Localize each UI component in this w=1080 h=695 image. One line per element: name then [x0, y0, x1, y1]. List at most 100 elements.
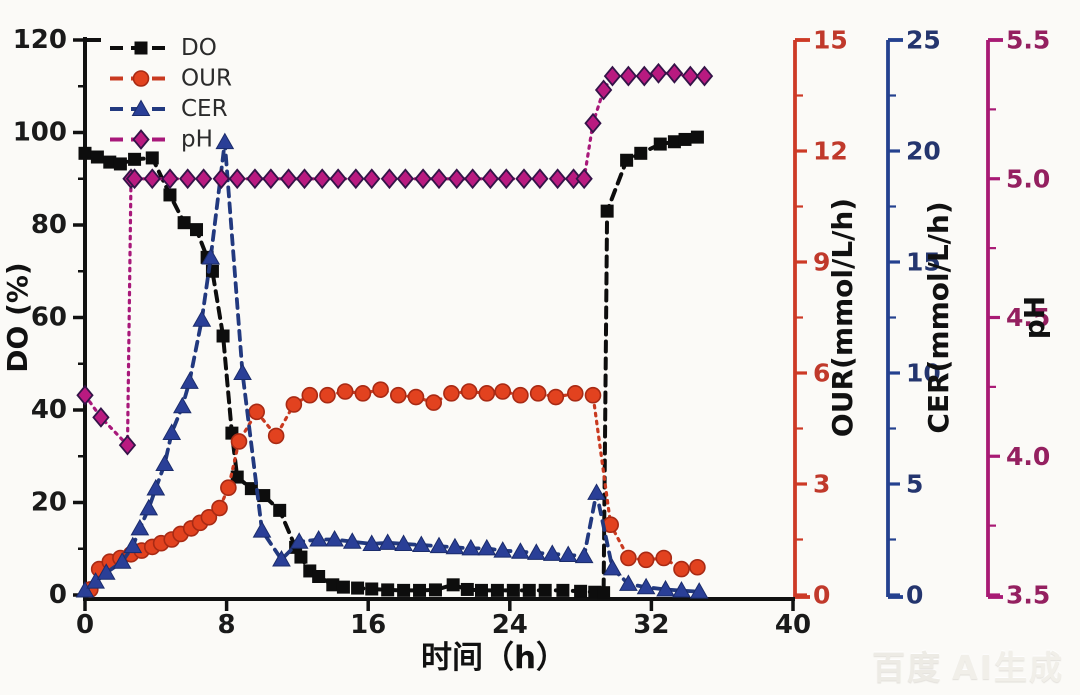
tick-label: 9	[813, 248, 830, 277]
triangle-marker	[96, 563, 116, 580]
circle-marker	[547, 388, 565, 406]
circle-marker	[494, 383, 512, 400]
triangle-marker	[139, 498, 159, 516]
tick-label: 15	[813, 26, 848, 55]
circle-marker	[529, 385, 547, 402]
diamond-marker	[295, 168, 314, 190]
diamond-marker	[649, 62, 668, 84]
y-axis-our: 0 3 6 9 12 15 OUR(mmol/L/h)	[793, 26, 859, 610]
triangle-marker	[378, 533, 398, 550]
diamond-marker	[262, 168, 280, 190]
y-axis-our-title: OUR(mmol/L/h)	[826, 198, 859, 437]
triangle-marker	[493, 541, 513, 558]
diamond-marker	[695, 65, 714, 87]
triangle-marker	[325, 529, 344, 547]
square-marker	[634, 146, 648, 160]
triangle-marker	[394, 534, 413, 551]
square-marker	[230, 470, 244, 484]
circle-marker	[512, 386, 529, 404]
circle-marker	[230, 433, 248, 450]
diamond-marker	[497, 168, 515, 190]
circle-marker	[336, 383, 354, 400]
square-marker	[490, 583, 504, 597]
square-marker	[556, 583, 570, 597]
circle-marker	[285, 396, 303, 413]
circle-marker	[354, 385, 372, 402]
triangle-marker	[477, 538, 497, 556]
tick-label: 0	[813, 581, 830, 610]
diamond-marker	[212, 168, 230, 190]
y-axis-do-tick-label: 60	[31, 303, 67, 333]
series-our	[82, 381, 706, 598]
square-marker	[678, 132, 692, 146]
diamond-marker	[161, 168, 179, 190]
square-marker	[538, 583, 552, 597]
tick-label: 3.5	[1006, 581, 1050, 610]
triangle-marker	[445, 537, 465, 555]
tick-label: 5.5	[1006, 26, 1050, 55]
square-marker	[506, 583, 520, 597]
triangle-marker	[289, 532, 309, 549]
square-marker	[257, 489, 271, 503]
diamond-marker	[92, 406, 110, 428]
triangle-marker	[558, 545, 578, 563]
legend-label: pH	[181, 127, 213, 153]
triangle-marker	[192, 310, 212, 327]
circle-marker	[211, 499, 228, 517]
triangle-marker	[86, 572, 105, 589]
square-marker	[273, 503, 287, 517]
square-marker	[134, 41, 148, 55]
tick-label: 5.0	[1006, 164, 1050, 193]
circle-marker	[267, 427, 285, 445]
y-axis-do-title: DO (%)	[1, 262, 34, 372]
square-marker	[474, 583, 488, 597]
square-marker	[574, 584, 588, 598]
circle-marker	[566, 385, 584, 402]
square-marker	[145, 151, 159, 165]
square-marker	[597, 586, 611, 600]
square-marker	[620, 153, 634, 167]
circle-marker	[407, 388, 425, 406]
square-marker	[163, 188, 177, 202]
triangle-marker	[461, 538, 481, 556]
y-axis-ph-title: pH	[1018, 296, 1051, 339]
legend-label: CER	[181, 96, 228, 122]
triangle-marker	[162, 423, 182, 440]
y-axis-cer-title: CER(mmol/L/h)	[922, 201, 955, 433]
square-marker	[177, 216, 191, 230]
legend-label: OUR	[181, 66, 232, 92]
triangle-marker	[180, 372, 199, 389]
triangle-marker	[75, 581, 95, 598]
diamond-marker	[363, 168, 381, 190]
circle-marker	[637, 551, 655, 569]
diamond-marker	[414, 168, 432, 190]
diamond-marker	[118, 434, 137, 456]
triangle-marker	[201, 248, 221, 265]
triangle-marker	[429, 536, 449, 554]
triangle-marker	[574, 546, 594, 564]
triangle-marker	[362, 534, 382, 551]
x-axis-tick-label: 8	[218, 610, 236, 640]
triangle-marker	[146, 478, 166, 496]
diamond-marker	[481, 168, 500, 190]
triangle-marker	[672, 581, 691, 598]
diamond-marker	[448, 168, 466, 190]
watermark: 百度 AI生成	[872, 641, 1064, 689]
circle-marker	[319, 386, 336, 404]
triangle-marker	[215, 132, 235, 150]
diamond-marker	[279, 168, 298, 190]
triangle-marker	[172, 396, 192, 414]
diamond-marker	[619, 65, 638, 87]
square-marker	[90, 150, 104, 164]
circle-marker	[425, 394, 442, 411]
diamond-marker	[380, 168, 399, 190]
tick-label: 0	[906, 581, 923, 610]
square-marker	[397, 583, 411, 597]
triangle-marker	[411, 535, 431, 553]
square-marker	[600, 204, 614, 218]
square-marker	[244, 482, 258, 496]
x-axis-tick-label: 40	[775, 610, 811, 640]
diamond-marker	[463, 168, 482, 190]
diamond-marker	[548, 168, 567, 190]
triangle-marker	[112, 552, 132, 569]
